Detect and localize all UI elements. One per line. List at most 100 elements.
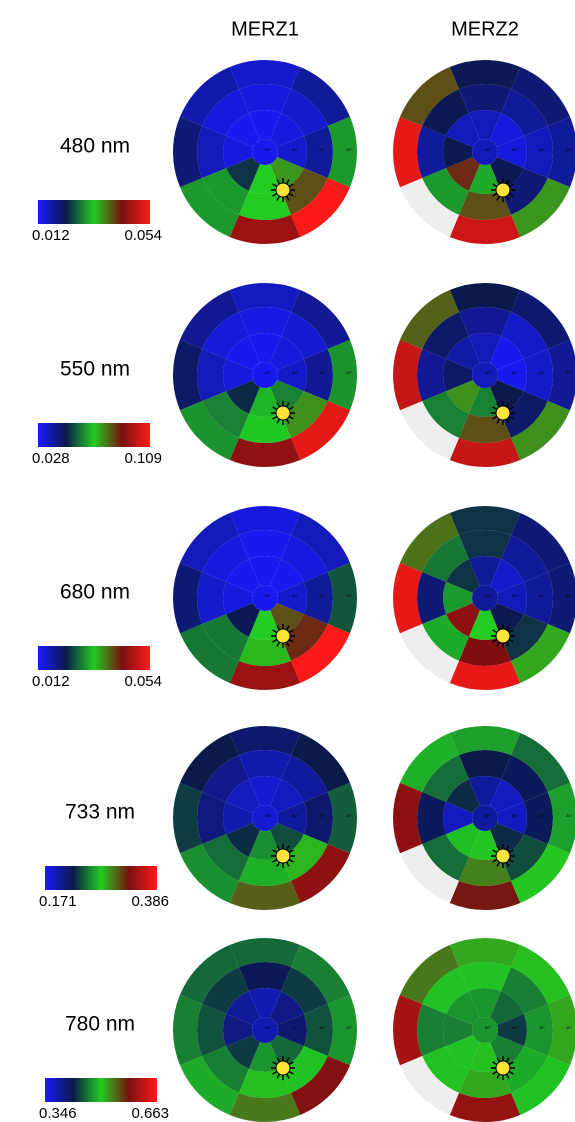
sector-cell: [248, 387, 282, 417]
sector-cell: [180, 401, 239, 460]
ring-label: 80°: [265, 813, 271, 818]
sector-cell: [446, 559, 481, 594]
sector-cell: [226, 779, 261, 814]
sector-cell: [446, 113, 481, 148]
sector-cell: [269, 559, 304, 594]
sector-cell: [468, 610, 502, 640]
sun-ray: [508, 406, 514, 411]
colorbar-max: 0.386: [131, 893, 169, 910]
sector-cell: [180, 1056, 239, 1115]
sector-cell: [277, 358, 307, 392]
sector-cell: [226, 113, 261, 148]
sector-cell: [416, 791, 447, 845]
sun-ray: [508, 192, 514, 197]
sector-cell: [248, 110, 282, 140]
sector-cell: [327, 782, 357, 854]
colorbar-max: 0.663: [131, 1105, 169, 1122]
center-disk: [472, 805, 498, 831]
sector-cell: [226, 379, 261, 414]
sector-cell: [468, 164, 502, 194]
ring-label: 60°: [292, 813, 298, 818]
sun-ray: [276, 179, 281, 185]
sector-cell: [269, 113, 304, 148]
sector-cell: [501, 89, 548, 136]
sector-cell: [501, 391, 548, 438]
sector-cell: [449, 938, 521, 968]
ring-label: 60°: [512, 1025, 518, 1030]
colorbar: [38, 423, 150, 447]
sun-ray: [272, 415, 278, 420]
sector-cell: [449, 60, 521, 90]
sector-cell: [238, 750, 292, 780]
sun: [495, 182, 511, 198]
colorbar: [45, 866, 157, 890]
sector-cell: [226, 991, 261, 1026]
sector-cell: [489, 336, 524, 371]
sector-cell: [281, 755, 328, 802]
center-disk: [472, 585, 498, 611]
sun-ray: [508, 629, 514, 634]
sector-cell: [400, 290, 459, 349]
sun-ray: [276, 402, 281, 408]
wavelength-label: 733 nm: [65, 801, 135, 824]
ring-label: 60°: [292, 147, 298, 152]
sun-ray: [285, 641, 290, 647]
sector-cell: [173, 116, 203, 188]
sun-ray: [276, 418, 281, 424]
sector-cell: [446, 156, 481, 191]
ring-label: 60°: [512, 147, 518, 152]
sector-cell: [202, 834, 249, 881]
center-disk: [252, 139, 278, 165]
sector-cell: [248, 776, 282, 806]
sector-cell: [202, 168, 249, 215]
sun-ray: [492, 406, 498, 411]
sun-ray: [496, 861, 501, 867]
colorbar-max: 0.109: [124, 450, 162, 467]
sector-cell: [393, 562, 423, 634]
sector-cell: [229, 1092, 301, 1122]
sector-cell: [229, 506, 301, 536]
sun-ray: [288, 638, 294, 643]
ring-label: 80°: [485, 593, 491, 598]
sun: [495, 405, 511, 421]
sector-cell: [229, 60, 301, 90]
sun-ray: [288, 858, 294, 863]
sector-cell: [400, 844, 459, 903]
ring-label: 20°: [346, 147, 352, 152]
sector-cell: [180, 624, 239, 683]
sector-cell: [226, 822, 261, 857]
ring-label: 80°: [485, 370, 491, 375]
sector-cell: [238, 84, 292, 114]
sector-cell: [248, 830, 282, 860]
sector-cell: [547, 339, 575, 411]
sun-ray: [285, 861, 290, 867]
sun: [275, 848, 291, 864]
ring-label: 60°: [292, 1025, 298, 1030]
sector-cell: [202, 89, 249, 136]
sector-cell: [281, 535, 328, 582]
sector-cell: [238, 962, 292, 992]
sector-cell: [291, 513, 350, 572]
sector-cell: [468, 776, 502, 806]
sun-ray: [492, 849, 498, 854]
sector-cell: [291, 401, 350, 460]
sector-cell: [229, 437, 301, 467]
sun-ray: [288, 406, 294, 411]
sun: [275, 1060, 291, 1076]
sector-cell: [422, 614, 469, 661]
sector-cell: [422, 535, 469, 582]
ring-label: 60°: [292, 593, 298, 598]
sector-cell: [501, 312, 548, 359]
sector-cell: [446, 779, 481, 814]
sector-cell: [248, 164, 282, 195]
polar-plot: 80° 60° 40° 20°: [173, 726, 357, 910]
sun-ray: [285, 179, 290, 185]
sun-ray: [508, 1070, 514, 1075]
sun-ray: [496, 195, 501, 201]
sun-ray: [496, 1057, 501, 1063]
ring-label: 80°: [265, 147, 271, 152]
sun-ray: [276, 641, 281, 647]
sun-ray: [272, 858, 278, 863]
sun-ray: [276, 845, 281, 851]
sector-cell: [303, 348, 334, 402]
